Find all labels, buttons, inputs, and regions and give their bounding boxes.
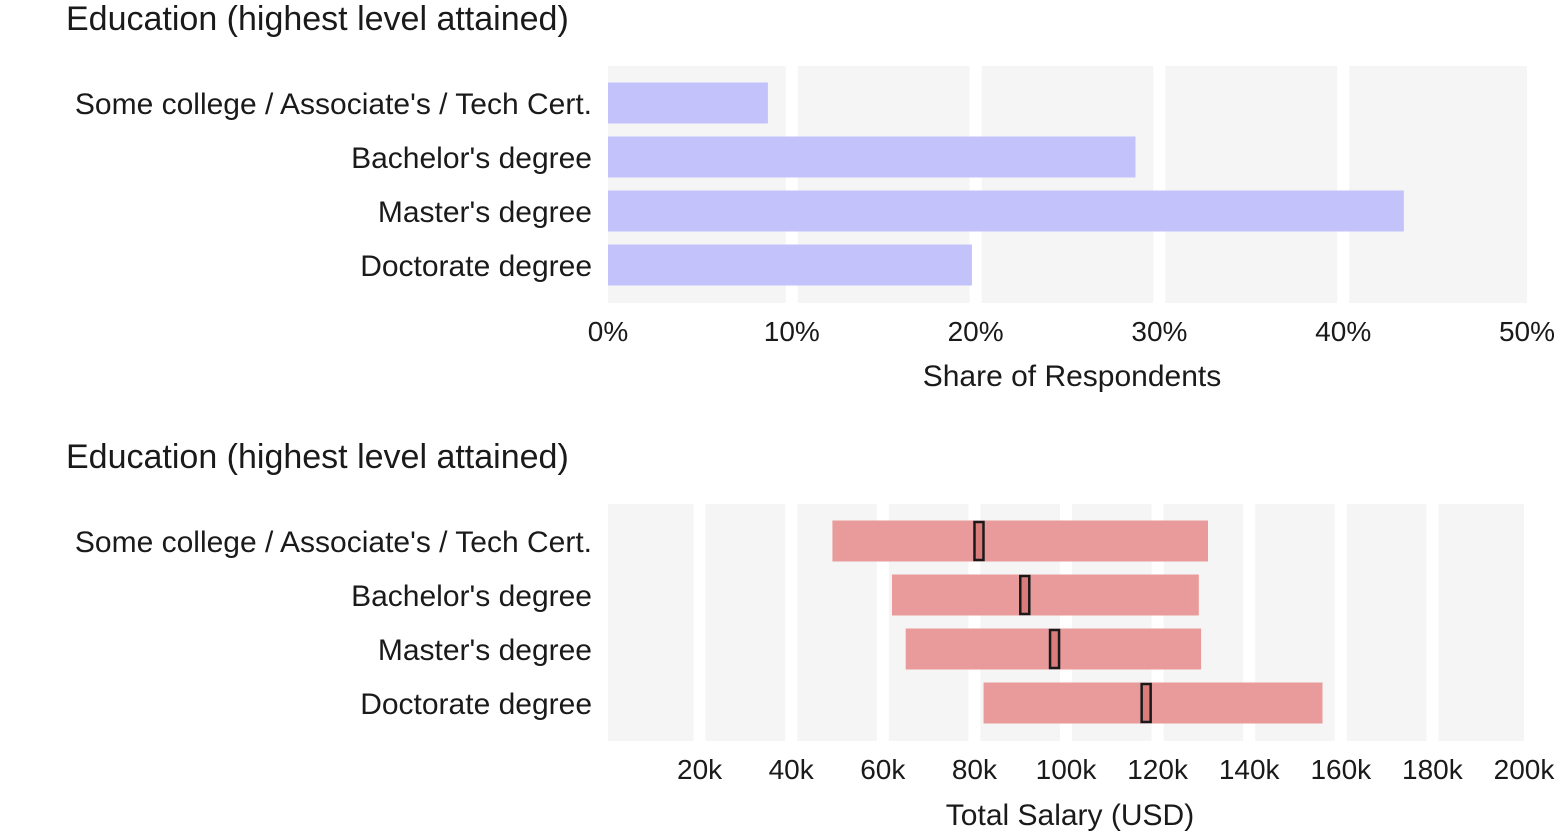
salary-range-bachelor-s-degree xyxy=(891,574,1199,616)
salary-grid-band xyxy=(1438,504,1524,741)
salary-range-doctorate-degree xyxy=(983,682,1323,724)
salary-median-bachelor-s-degree xyxy=(1019,574,1031,616)
salary-tick-label: 180k xyxy=(1402,754,1464,785)
salary-x-axis-label: Total Salary (USD) xyxy=(946,799,1194,832)
share-bar-some-college-associate-s-tech-cert xyxy=(608,82,768,124)
share-tick-labels: 0% 10% 20% 30% 40% 50% xyxy=(588,316,1555,347)
salary-median-doctorate-degree xyxy=(1140,682,1152,724)
share-tick-label: 20% xyxy=(948,316,1004,347)
share-bar-bachelor-s-degree xyxy=(608,136,1136,178)
share-grid-band xyxy=(1165,66,1338,303)
salary-median-master-s-degree xyxy=(1048,628,1061,670)
salary-tick-label: 120k xyxy=(1127,754,1189,785)
salary-tick-label: 140k xyxy=(1219,754,1281,785)
share-chart-title: Education (highest level attained) xyxy=(66,0,569,38)
salary-tick-label: 200k xyxy=(1494,754,1556,785)
share-bar-master-s-degree xyxy=(608,190,1404,232)
salary-category-label: Doctorate degree xyxy=(360,688,592,721)
salary-category-label: Bachelor's degree xyxy=(351,580,592,613)
salary-chart-title: Education (highest level attained) xyxy=(66,438,569,476)
share-bar-doctorate-degree xyxy=(608,244,972,286)
salary-range-some-college-associate-s-tech-cert xyxy=(832,520,1208,562)
share-category-label: Bachelor's degree xyxy=(351,142,592,175)
salary-grid-band xyxy=(608,504,694,741)
share-category-label: Master's degree xyxy=(378,196,592,229)
share-tick-label: 50% xyxy=(1499,316,1555,347)
salary-tick-label: 40k xyxy=(769,754,815,785)
share-tick-label: 0% xyxy=(588,316,628,347)
share-x-axis-label: Share of Respondents xyxy=(923,360,1222,393)
share-panel: Education (highest level attained) Some … xyxy=(66,0,1555,393)
salary-tick-label: 100k xyxy=(1036,754,1098,785)
share-grid-band xyxy=(981,66,1154,303)
share-category-labels: Some college / Associate's / Tech Cert. B… xyxy=(75,88,592,283)
share-tick-label: 10% xyxy=(764,316,820,347)
salary-tick-label: 60k xyxy=(860,754,906,785)
salary-range-bars xyxy=(832,520,1323,724)
salary-tick-label: 20k xyxy=(677,754,723,785)
share-grid-bands xyxy=(608,66,1527,303)
salary-category-label: Master's degree xyxy=(378,634,592,667)
share-tick-label: 30% xyxy=(1131,316,1187,347)
salary-panel: Education (highest level attained) Some … xyxy=(66,438,1555,832)
salary-tick-labels: 20k 40k 60k 80k 100k 120k 140k 160k 180k 200k xyxy=(677,754,1555,785)
salary-grid-band xyxy=(705,504,786,741)
salary-tick-label: 160k xyxy=(1310,754,1372,785)
salary-category-label: Some college / Associate's / Tech Cert. xyxy=(75,526,592,559)
share-grid-band xyxy=(1349,66,1527,303)
salary-median-some-college-associate-s-tech-cert xyxy=(973,520,985,562)
share-bars xyxy=(608,82,1404,286)
share-tick-label: 40% xyxy=(1315,316,1371,347)
share-category-label: Doctorate degree xyxy=(360,250,592,283)
share-category-label: Some college / Associate's / Tech Cert. xyxy=(75,88,592,121)
salary-category-labels: Some college / Associate's / Tech Cert. B… xyxy=(75,526,592,721)
salary-grid-band xyxy=(1346,504,1427,741)
salary-tick-label: 80k xyxy=(952,754,998,785)
